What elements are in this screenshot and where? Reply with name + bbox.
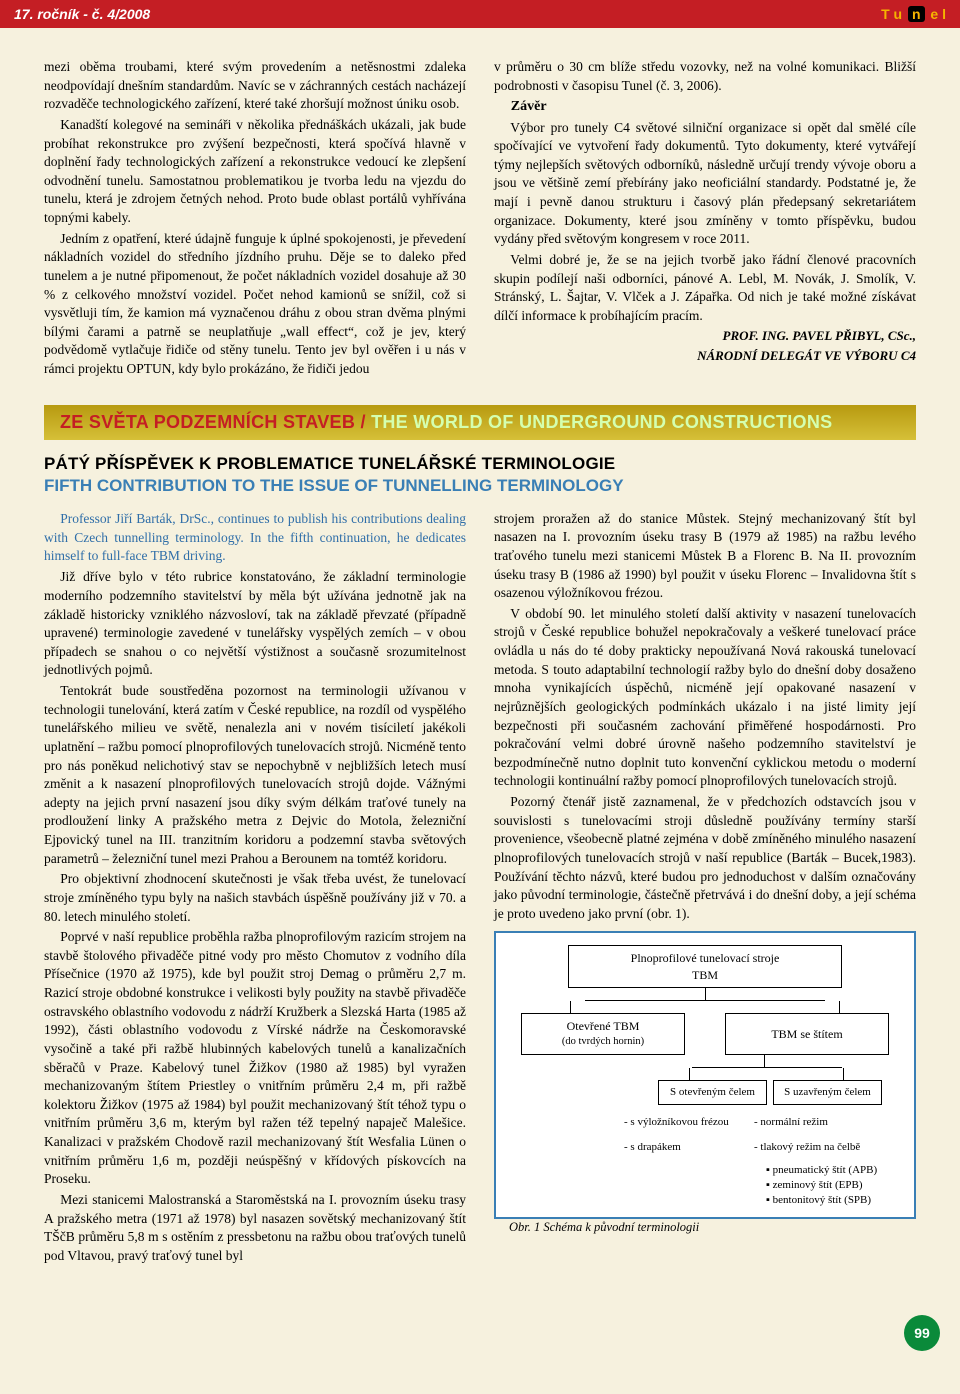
- banner-en: THE WORLD OF UNDERGROUND CONSTRUCTIONS: [371, 412, 832, 432]
- diagram-root-l2: TBM: [575, 967, 835, 984]
- a2-p4: Poprvé v naší republice proběhla ražba p…: [44, 928, 466, 1189]
- a2-p3: Pro objektivní zhodnocení skutečnosti je…: [44, 870, 466, 926]
- banner-sep: /: [355, 412, 371, 432]
- diagram-left-l2: (do tvrdých hornin): [528, 1035, 678, 1049]
- article-1-body: mezi oběma troubami, které svým proveden…: [44, 58, 916, 379]
- section-banner: ZE SVĚTA PODZEMNÍCH STAVEB / THE WORLD O…: [44, 405, 916, 440]
- brand-logo: T u n e l: [881, 6, 946, 22]
- diag-cl2: - s drapákem: [624, 1140, 754, 1155]
- banner-cz: ZE SVĚTA PODZEMNÍCH STAVEB: [60, 412, 355, 432]
- diag-cr2: - tlakový režim na čelbě: [754, 1140, 894, 1155]
- a1-zaver-p1: Výbor pro tunely C4 světové silniční org…: [494, 119, 916, 249]
- article2-title-cz: PÁTÝ PŘÍSPĚVEK K PROBLEMATICE TUNELÁŘSKÉ…: [44, 454, 916, 474]
- issue-label: 17. ročník - č. 4/2008: [14, 6, 150, 22]
- a2-p7: V období 90. let minulého století další …: [494, 605, 916, 791]
- author-sig-1: PROF. ING. PAVEL PŘIBYL, CSc.,: [494, 327, 916, 345]
- diagram-root-l1: Plnoprofilové tunelovací stroje: [575, 950, 835, 967]
- diagram-right: TBM se štítem: [771, 1026, 842, 1043]
- diag-b3: ▪ bentonitový štít (SPB): [766, 1193, 894, 1208]
- a2-p6: strojem proražen až do stanice Můstek. S…: [494, 510, 916, 603]
- diagram-left-l1: Otevřené TBM: [528, 1018, 678, 1035]
- a1-p4: v průměru o 30 cm blíže středu vozovky, …: [494, 58, 916, 95]
- a2-lead: Professor Jiří Barták, DrSc., continues …: [44, 510, 466, 567]
- diag-cl1: - s výložníkovou frézou: [624, 1115, 754, 1130]
- a1-p2: Kanadští kolegové na semináři v několika…: [44, 116, 466, 228]
- zaver-heading: Závěr: [494, 97, 916, 116]
- article2-title-en: FIFTH CONTRIBUTION TO THE ISSUE OF TUNNE…: [44, 476, 916, 496]
- diag-b2: ▪ zeminový štít (EPB): [766, 1178, 894, 1193]
- diagram-caption: Obr. 1 Schéma k původní terminologii: [494, 1219, 916, 1236]
- diag-b1: ▪ pneumatický štít (APB): [766, 1163, 894, 1178]
- diagram-sub-left: S otevřeným čelem: [665, 1085, 760, 1100]
- a2-p8: Pozorný čtenář jistě zaznamenal, že v př…: [494, 793, 916, 923]
- diag-cr1: - normální režim: [754, 1115, 894, 1130]
- a2-p2: Tentokrát bude soustředěna pozornost na …: [44, 682, 466, 868]
- article-2-body: Professor Jiří Barták, DrSc., continues …: [44, 510, 916, 1266]
- diagram-sub-right: S uzavřeným čelem: [780, 1085, 875, 1100]
- a1-p3: Jedním z opatření, které údajně funguje …: [44, 230, 466, 379]
- author-sig-2: NÁRODNÍ DELEGÁT VE VÝBORU C4: [494, 347, 916, 365]
- header-bar: 17. ročník - č. 4/2008 T u n e l: [0, 0, 960, 28]
- a1-zaver-p2: Velmi dobré je, že se na jejich tvorbě j…: [494, 251, 916, 326]
- terminology-diagram: Plnoprofilové tunelovací stroje TBM Otev…: [494, 931, 916, 1218]
- a2-p5: Mezi stanicemi Malostranská a Staroměsts…: [44, 1191, 466, 1266]
- a2-p1: Již dříve bylo v této rubrice konstatová…: [44, 568, 466, 680]
- a1-p1: mezi oběma troubami, které svým proveden…: [44, 58, 466, 114]
